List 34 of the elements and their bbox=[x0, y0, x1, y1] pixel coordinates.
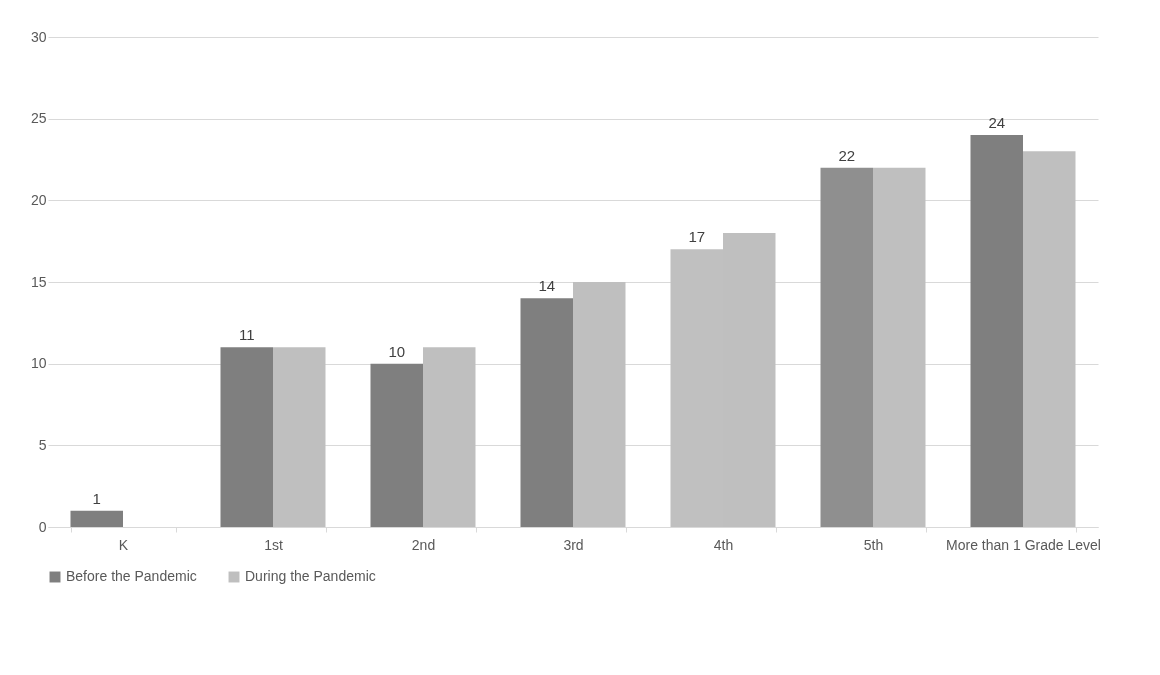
x-tick-label: 2nd bbox=[411, 536, 436, 553]
y-tick-label: 30 bbox=[30, 28, 47, 45]
data-label: 1 bbox=[92, 489, 101, 507]
legend-label: During the Pandemic bbox=[245, 568, 376, 584]
bar bbox=[970, 135, 1023, 527]
bar bbox=[1023, 151, 1076, 527]
data-label: 17 bbox=[688, 228, 706, 246]
y-tick-label: 5 bbox=[38, 436, 47, 453]
x-tick-label: 1st bbox=[264, 536, 283, 553]
bar bbox=[70, 510, 123, 527]
bar bbox=[520, 298, 573, 527]
x-tick-label: 4th bbox=[713, 536, 734, 553]
y-tick-label: 15 bbox=[30, 273, 47, 290]
y-tick-label: 25 bbox=[30, 110, 47, 127]
x-tick-label: 5th bbox=[863, 536, 884, 553]
data-label: 22 bbox=[838, 146, 856, 164]
y-tick-label: 0 bbox=[38, 518, 47, 535]
bar bbox=[820, 167, 873, 527]
bar bbox=[370, 363, 423, 527]
x-tick-label: 3rd bbox=[563, 536, 584, 553]
data-label: 10 bbox=[388, 342, 406, 360]
y-tick-label: 10 bbox=[30, 355, 47, 372]
y-tick-label: 20 bbox=[30, 191, 47, 208]
legend-label: Before the Pandemic bbox=[66, 568, 197, 584]
data-label: 14 bbox=[538, 277, 556, 295]
data-label: 11 bbox=[238, 326, 255, 344]
x-tick-label: More than 1 Grade Level bbox=[946, 536, 1101, 553]
bar bbox=[573, 282, 626, 527]
bar bbox=[423, 347, 476, 527]
bar bbox=[873, 167, 926, 527]
bar bbox=[273, 347, 326, 527]
x-tick-label: K bbox=[118, 536, 129, 553]
data-label: 24 bbox=[988, 114, 1006, 131]
bar bbox=[220, 347, 273, 527]
